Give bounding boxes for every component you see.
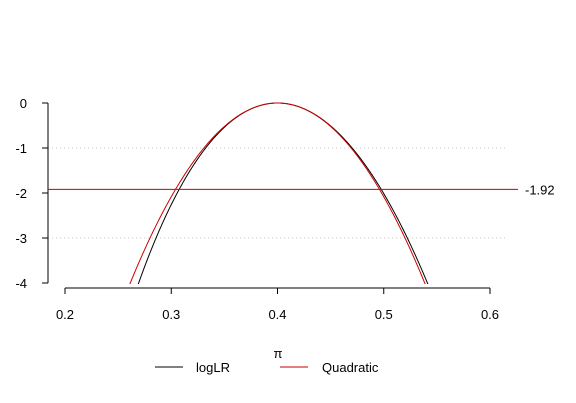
series-group — [129, 102, 429, 284]
legend-label-quadratic: Quadratic — [322, 360, 379, 375]
reference-line-label: -1.92 — [525, 182, 555, 197]
x-tick-label-0: 0.2 — [56, 307, 74, 322]
legend: logLR Quadratic — [155, 360, 379, 375]
x-tick-label-1: 0.3 — [162, 307, 180, 322]
x-axis: 0.2 0.3 0.4 0.5 0.6 — [56, 287, 499, 322]
y-axis: 0 -1 -2 -3 -4 — [15, 96, 49, 291]
series-line-quadratic — [129, 102, 426, 284]
x-tick-label-3: 0.5 — [375, 307, 393, 322]
legend-label-loglr: logLR — [196, 360, 230, 375]
x-tick-label-4: 0.6 — [481, 307, 499, 322]
y-tick-label-4: -4 — [15, 276, 27, 291]
x-tick-label-2: 0.4 — [268, 307, 286, 322]
grid-lines — [48, 147, 506, 239]
x-axis-title: π — [274, 346, 283, 361]
y-tick-label-1: -1 — [15, 141, 27, 156]
y-tick-label-0: 0 — [20, 96, 27, 111]
y-tick-label-2: -2 — [15, 186, 27, 201]
y-tick-label-3: -3 — [15, 231, 27, 246]
